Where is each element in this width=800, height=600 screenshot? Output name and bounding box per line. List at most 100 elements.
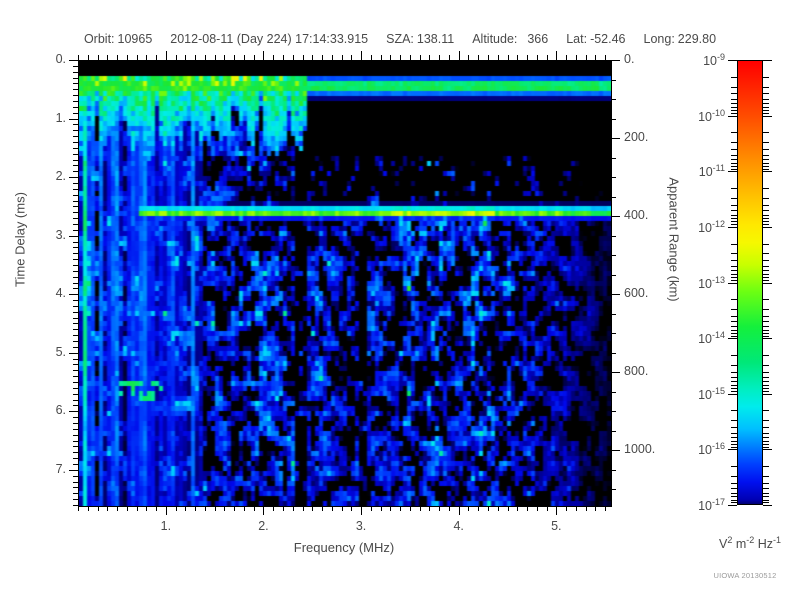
- axis-tick: [73, 147, 78, 149]
- axis-tick: [487, 506, 489, 511]
- axis-tick: [73, 341, 78, 343]
- axis-tick: [731, 371, 737, 373]
- axis-tick: [556, 506, 558, 515]
- axis-tick: [73, 270, 78, 272]
- axis-tick: [73, 370, 78, 372]
- axis-tick: [731, 197, 737, 199]
- axis-tick: [763, 329, 769, 331]
- axis-tick: [763, 338, 772, 340]
- axis-tick: [73, 393, 78, 395]
- axis-tick: [611, 99, 616, 101]
- axis-tick: [731, 165, 737, 167]
- axis-tick: [409, 55, 411, 60]
- axis-tick: [763, 449, 772, 451]
- axis-tick: [87, 506, 89, 511]
- axis-tick: [458, 51, 460, 60]
- axis-tick-label: 3.: [55, 227, 66, 242]
- axis-tick: [763, 197, 769, 199]
- colorbar-tick-exponent: -10: [711, 107, 725, 118]
- colorbar-tick-mantissa: 10: [698, 276, 712, 291]
- axis-tick: [731, 381, 737, 383]
- axis-tick: [731, 410, 737, 412]
- axis-tick: [763, 277, 769, 279]
- axis-tick: [763, 299, 769, 301]
- axis-tick: [763, 265, 769, 267]
- axis-tick: [73, 65, 78, 67]
- axis-tick: [73, 358, 78, 360]
- axis-tick: [73, 124, 78, 126]
- axis-tick: [611, 60, 620, 61]
- axis-tick: [536, 55, 538, 60]
- axis-tick: [73, 493, 78, 495]
- axis-tick: [73, 499, 78, 501]
- axis-tick: [763, 132, 769, 134]
- axis-tick: [611, 430, 616, 432]
- axis-tick-label: 1.: [160, 519, 172, 533]
- colorbar-tick-mantissa: 10: [698, 221, 712, 236]
- axis-tick: [527, 55, 529, 60]
- axis-tick: [731, 299, 737, 301]
- axis-tick: [73, 364, 78, 366]
- axis-tick: [728, 505, 737, 506]
- axis-tick: [97, 55, 99, 60]
- axis-tick: [73, 417, 78, 419]
- axis-tick: [282, 506, 284, 511]
- axis-tick: [731, 466, 737, 468]
- colorbar-tick-label: 10-9: [0, 52, 725, 68]
- axis-tick: [731, 388, 737, 390]
- axis-tick: [731, 432, 737, 434]
- axis-tick: [78, 506, 79, 511]
- axis-tick: [731, 496, 737, 498]
- axis-tick: [224, 506, 226, 511]
- axis-tick: [731, 154, 737, 156]
- axis-tick: [731, 475, 737, 477]
- axis-tick: [302, 506, 304, 511]
- axis-tick: [73, 387, 78, 389]
- axis-tick: [331, 55, 333, 60]
- axis-tick: [234, 55, 236, 60]
- colorbar-tick-label: 10-14: [0, 330, 725, 346]
- axis-tick: [585, 506, 587, 511]
- header-field-lat-label: Lat:: [566, 32, 588, 46]
- axis-tick: [763, 466, 769, 468]
- axis-tick: [763, 315, 769, 317]
- axis-tick: [341, 506, 343, 511]
- axis-tick: [73, 399, 78, 401]
- axis-tick: [611, 274, 616, 276]
- axis-tick: [507, 506, 509, 511]
- axis-tick: [763, 393, 772, 395]
- axis-tick: [566, 55, 568, 60]
- axis-tick: [73, 165, 78, 167]
- axis-tick: [763, 154, 769, 156]
- axis-tick: [605, 55, 607, 60]
- axis-tick: [73, 288, 78, 290]
- axis-tick: [763, 204, 769, 206]
- axis-tick: [605, 506, 607, 511]
- axis-tick: [575, 506, 577, 511]
- axis-tick: [731, 113, 737, 115]
- axis-tick: [763, 335, 769, 337]
- colorbar-tick-exponent: -15: [711, 385, 725, 396]
- axis-tick: [448, 506, 450, 511]
- axis-tick: [73, 153, 78, 155]
- axis-tick: [73, 434, 78, 436]
- axis-tick: [763, 107, 769, 108]
- axis-tick-label: 600.: [624, 286, 649, 301]
- axis-tick: [731, 224, 737, 226]
- colorbar-tick-label: 10-17: [0, 497, 725, 513]
- axis-tick: [478, 55, 480, 60]
- axis-tick: [107, 55, 109, 60]
- axis-tick: [731, 385, 737, 387]
- axis-tick: [69, 60, 78, 61]
- axis-tick: [73, 259, 78, 261]
- axis-tick: [728, 60, 737, 61]
- axis-tick: [292, 55, 294, 60]
- axis-tick: [731, 93, 737, 95]
- axis-tick: [763, 86, 769, 88]
- axis-tick: [136, 506, 138, 511]
- axis-tick: [763, 221, 769, 223]
- axis-tick: [763, 492, 769, 494]
- x-axis-title: Frequency (MHz): [293, 540, 395, 555]
- axis-tick: [731, 309, 737, 311]
- axis-tick: [731, 210, 737, 212]
